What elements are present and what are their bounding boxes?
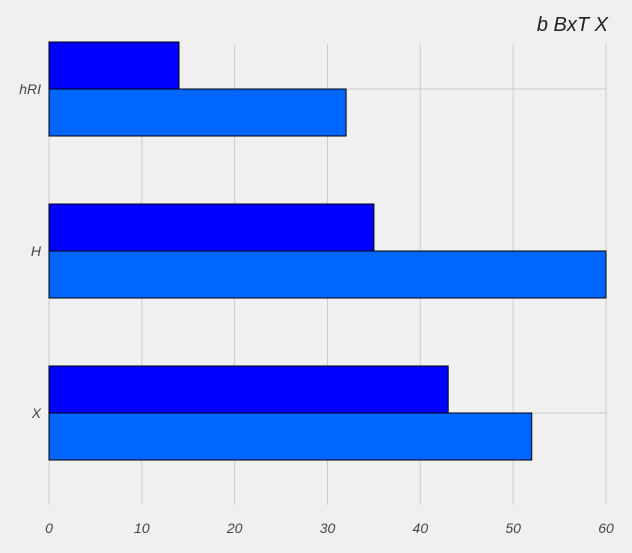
bar-X-series-1 xyxy=(48,412,533,461)
x-axis-ticks: 0 10 20 30 40 50 60 xyxy=(45,520,614,536)
bar-hRI-series-2 xyxy=(48,41,180,90)
bar-H-series-1 xyxy=(48,250,607,299)
x-tick-label-5: 50 xyxy=(505,520,521,536)
y-tick-label-2: hRI xyxy=(19,81,41,97)
bars xyxy=(48,41,607,461)
bar-H-series-2 xyxy=(48,203,375,252)
x-tick-label-4: 40 xyxy=(413,520,429,536)
y-tick-label-1: H xyxy=(31,243,42,259)
bar-X-series-2 xyxy=(48,365,449,414)
bar-hRI-series-1 xyxy=(48,88,347,137)
x-tick-label-2: 20 xyxy=(226,520,243,536)
x-tick-label-6: 60 xyxy=(598,520,614,536)
y-tick-label-0: X xyxy=(31,405,42,421)
x-tick-label-0: 0 xyxy=(45,520,53,536)
x-tick-label-1: 10 xyxy=(134,520,150,536)
chart-title: b BxT X xyxy=(537,14,609,36)
x-tick-label-3: 30 xyxy=(320,520,336,536)
